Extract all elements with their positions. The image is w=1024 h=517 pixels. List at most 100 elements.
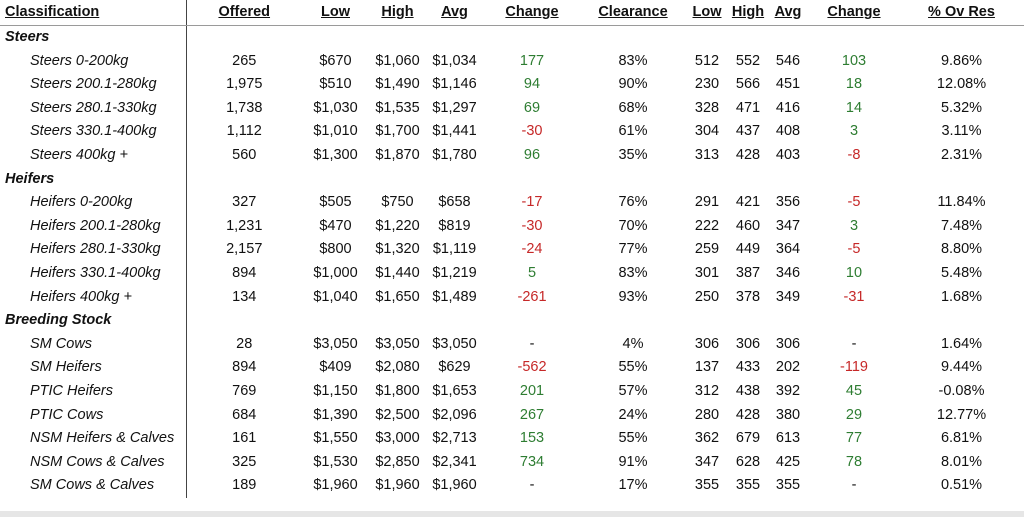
cell-avg-ckg[interactable]: 356 [775,194,801,211]
cell-low-ckg[interactable]: 328 [694,99,720,116]
cell-avg[interactable]: $1,653 [432,382,477,399]
cell-clearance[interactable]: 57% [618,382,648,399]
cell-avg[interactable]: $1,119 [432,241,477,258]
cell-clearance[interactable]: 24% [618,406,648,423]
cell-high-ckg[interactable]: 428 [735,146,761,163]
cell-clearance[interactable]: 93% [618,288,648,305]
cell-high-ckg[interactable]: 306 [735,335,761,352]
empty-cell[interactable] [809,168,899,192]
cell-avg-ckg[interactable]: 613 [775,430,801,447]
cell-high[interactable]: $1,960 [375,477,420,494]
cell-change-ckg[interactable]: 77 [845,430,863,447]
empty-cell[interactable] [426,168,483,192]
cell-offered[interactable]: 894 [232,359,257,376]
group-label[interactable]: Breeding Stock [0,309,187,333]
cell-pct-over-reserve[interactable]: 1.68% [940,288,983,305]
cell-pct-over-reserve[interactable]: 8.01% [940,453,983,470]
empty-cell[interactable] [809,309,899,333]
cell-high-ckg[interactable]: 387 [735,264,761,281]
cell-high[interactable]: $3,000 [375,430,420,447]
cell-low[interactable]: $1,390 [313,406,358,423]
empty-cell[interactable] [483,26,581,50]
cell-change[interactable]: 96 [523,146,541,163]
cell-change[interactable]: -17 [521,194,543,211]
cell-clearance[interactable]: 35% [618,146,648,163]
cell-low-ckg[interactable]: 347 [694,453,720,470]
cell-high[interactable]: $1,800 [375,382,420,399]
header-avg-ckg[interactable]: Avg [767,0,809,26]
cell-low-ckg[interactable]: 304 [694,123,720,140]
cell-classification[interactable]: Steers 0-200kg [0,49,187,74]
cell-avg-ckg[interactable]: 451 [775,76,801,93]
empty-cell[interactable] [483,168,581,192]
cell-high[interactable]: $2,080 [375,359,420,376]
cell-high[interactable]: $1,650 [375,288,420,305]
cell-low-ckg[interactable]: 222 [694,217,720,234]
cell-high[interactable]: $3,050 [375,335,420,352]
cell-high[interactable]: $1,060 [375,52,420,69]
cell-clearance[interactable]: 68% [618,99,648,116]
cell-change-ckg[interactable]: - [851,335,857,352]
cell-classification[interactable]: Heifers 330.1-400kg [0,261,187,286]
empty-cell[interactable] [729,168,767,192]
empty-cell[interactable] [302,168,369,192]
empty-cell[interactable] [302,26,369,50]
cell-change[interactable]: -30 [521,217,543,234]
empty-cell[interactable] [426,309,483,333]
cell-low[interactable]: $470 [319,217,352,234]
cell-change-ckg[interactable]: 45 [845,382,863,399]
cell-offered[interactable]: 28 [236,335,253,352]
cell-change[interactable]: - [529,335,535,352]
cell-classification[interactable]: PTIC Heifers [0,379,187,404]
cell-offered[interactable]: 2,157 [226,241,263,258]
empty-cell[interactable] [767,26,809,50]
cell-avg[interactable]: $629 [438,359,471,376]
cell-avg[interactable]: $658 [438,194,471,211]
cell-low-ckg[interactable]: 137 [694,359,720,376]
cell-high[interactable]: $1,220 [375,217,420,234]
cell-clearance[interactable]: 55% [618,430,648,447]
cell-high-ckg[interactable]: 355 [735,477,761,494]
cell-offered[interactable]: 560 [232,146,257,163]
cell-change[interactable]: 267 [519,406,545,423]
cell-avg-ckg[interactable]: 306 [775,335,801,352]
cell-high[interactable]: $1,535 [375,99,420,116]
empty-cell[interactable] [767,309,809,333]
empty-cell[interactable] [685,168,729,192]
cell-clearance[interactable]: 4% [622,335,644,352]
cell-low[interactable]: $3,050 [313,335,358,352]
cell-avg-ckg[interactable]: 364 [775,241,801,258]
cell-high-ckg[interactable]: 438 [735,382,761,399]
group-label[interactable]: Steers [0,25,187,50]
cell-change[interactable]: 94 [523,76,541,93]
cell-high-ckg[interactable]: 471 [735,99,761,116]
header-change-ckg[interactable]: Change [809,0,899,26]
cell-offered[interactable]: 189 [232,477,257,494]
cell-classification[interactable]: NSM Cows & Calves [0,450,187,475]
header-high-ckg[interactable]: High [729,0,767,26]
cell-pct-over-reserve[interactable]: 3.11% [941,123,982,140]
cell-change[interactable]: -261 [517,288,547,305]
cell-offered[interactable]: 1,975 [226,76,263,93]
cell-avg-ckg[interactable]: 546 [775,52,801,69]
cell-offered[interactable]: 161 [232,430,257,447]
cell-change-ckg[interactable]: 29 [845,406,863,423]
cell-avg[interactable]: $2,341 [432,453,477,470]
cell-low[interactable]: $1,300 [313,146,358,163]
cell-change-ckg[interactable]: -5 [847,194,861,211]
cell-avg-ckg[interactable]: 349 [775,288,801,305]
cell-pct-over-reserve[interactable]: 9.44% [940,359,983,376]
cell-change-ckg[interactable]: -119 [840,359,868,376]
cell-low[interactable]: $1,030 [313,99,358,116]
cell-offered[interactable]: 1,738 [226,99,263,116]
cell-avg-ckg[interactable]: 346 [775,264,801,281]
cell-high-ckg[interactable]: 433 [735,359,761,376]
cell-avg[interactable]: $1,297 [432,99,477,116]
cell-high[interactable]: $1,490 [375,76,420,93]
cell-offered[interactable]: 134 [232,288,257,305]
empty-cell[interactable] [899,168,1024,192]
cell-low-ckg[interactable]: 301 [694,264,720,281]
empty-cell[interactable] [767,168,809,192]
cell-offered[interactable]: 684 [232,406,257,423]
cell-high-ckg[interactable]: 679 [735,430,761,447]
